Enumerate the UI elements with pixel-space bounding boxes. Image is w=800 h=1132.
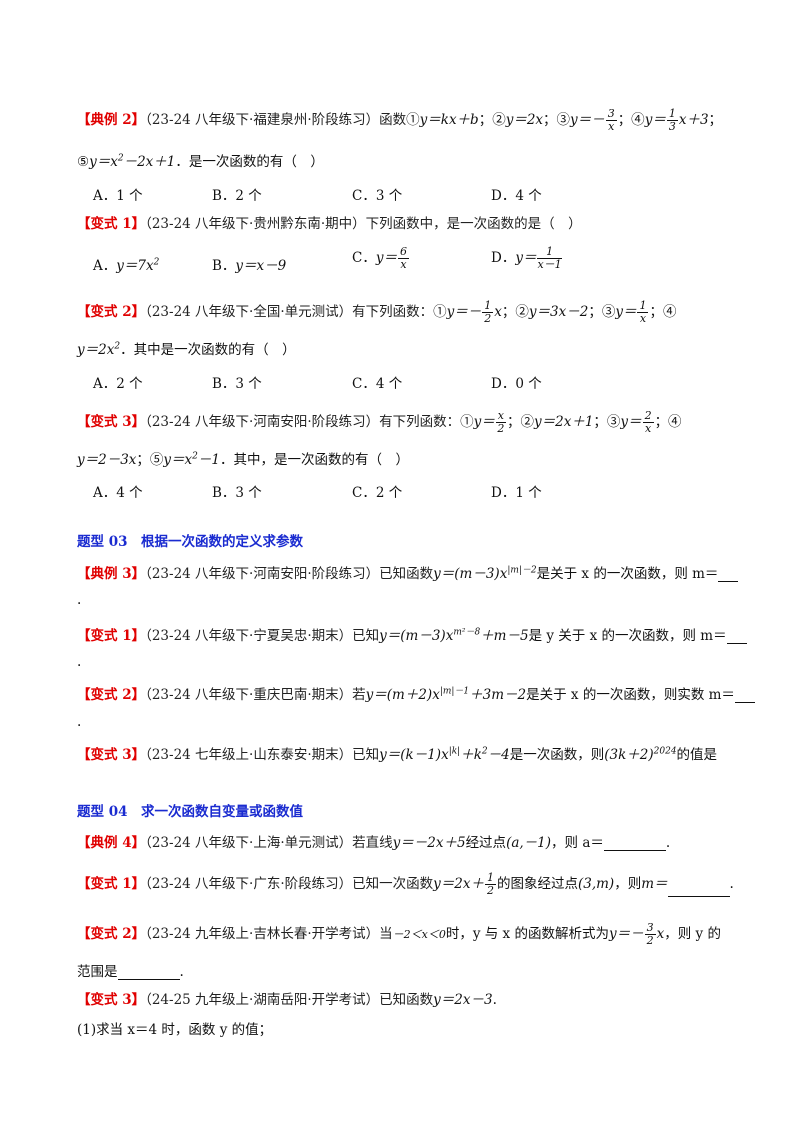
tag: 【变式 2】 [77,304,146,320]
tag: 【变式 1】 [77,628,146,644]
text: 范围是 [77,964,118,980]
text: 的图象经过点 [496,876,578,892]
source: （23-24 八年级下·福建泉州·阶段练习）函数① [145,112,420,128]
source: （23-24 八年级下·上海·单元测试）若直线 [145,835,393,851]
answer-blank[interactable] [726,629,747,644]
text: ．是一次函数的有（ ） [175,154,324,170]
t4-variant-3: 【变式 3】（24-25 九年级上·湖南岳阳·开学考试）已知函数y＝2x－3. [77,992,497,1008]
option-b: B．3 个 [212,485,262,501]
source: （23-24 八年级下·广东·阶段练习）已知一次函数 [145,876,434,892]
t3-example: 【典例 3】（23-24 八年级下·河南安阳·阶段练习）已知函数y＝(m－3)x… [77,562,740,582]
option-b: B．2 个 [212,188,262,204]
source: （23-24 八年级下·河南安阳·阶段练习）有下列函数：① [145,414,474,430]
tag: 【典例 3】 [77,566,146,582]
question-1: (1)求当 x＝4 时，函数 y 的值； [77,1022,273,1038]
equation: y＝2x－3 [433,992,493,1008]
tag: 【变式 2】 [77,926,146,942]
t3-variant-3: 【变式 3】（23-24 七年级上·山东泰安·期末）已知y＝(k－1)x|k|＋… [77,746,718,764]
text: ，则 y 的 [664,926,721,942]
dot: . [77,654,82,670]
text: 经过点 [465,835,507,851]
option-c: C．4 个 [352,376,403,392]
answer-blank[interactable] [667,882,730,897]
t4-variant-2: 【变式 2】（23-24 九年级上·吉林长春·开学考试）当－2＜x＜0时，y 与… [77,921,721,947]
source: （23-24 七年级上·山东泰安·期末）已知 [145,747,380,763]
text: 的值是 [676,747,718,763]
tag: 【变式 3】 [77,747,146,763]
text: ．其中是一次函数的有（ ） [120,342,296,358]
tag: 【变式 1】 [77,876,146,892]
option-b: B．3 个 [212,376,262,392]
dot: . [77,714,82,730]
answer-blank[interactable] [718,567,739,582]
variant-3: 【变式 3】（23-24 八年级下·河南安阳·阶段练习）有下列函数：①y＝ x 2；… [77,409,682,435]
option-d: D．1 个 [491,485,542,501]
option-c: C．y＝ 6 x [352,245,409,271]
variant-3-cont: y＝2－3x；⑤y＝x2－1．其中，是一次函数的有（ ） [77,451,409,469]
option-d: D．y＝ 1 x－1 [491,245,562,271]
option-a: A．1 个 [93,188,143,204]
text: ，则 [614,876,642,892]
section-heading-04: 题型 04 求一次函数自变量或函数值 [77,804,303,820]
tag: 【变式 2】 [77,687,146,703]
source: （23-24 八年级下·宁夏吴忠·期末）已知 [145,628,380,644]
tag: 【典例 4】 [77,835,146,851]
source: （23-24 八年级下·重庆巴南·期末）若 [145,687,366,703]
t4-example: 【典例 4】（23-24 八年级下·上海·单元测试）若直线y＝－2x＋5经过点(… [77,835,671,851]
t4-variant-2-cont: 范围是. [77,964,184,980]
example-2: 【典例 2】（23-24 八年级下·福建泉州·阶段练习）函数①y＝kx＋b；②y… [77,107,723,133]
dot: . [77,592,82,608]
text: 时，y 与 x 的函数解析式为 [445,926,609,942]
source: （23-24 八年级下·贵州黔东南·期中）下列函数中，是一次函数的是（ ） [145,216,582,232]
variant-2: 【变式 2】（23-24 八年级下·全国·单元测试）有下列函数：①y＝－ 1 2 x；… [77,299,677,325]
source: （23-24 八年级下·河南安阳·阶段练习）已知函数 [145,566,434,582]
t4-variant-1: 【变式 1】（23-24 八年级下·广东·阶段练习）已知一次函数y＝2x＋ 1 2 的… [77,871,734,897]
variant-2-cont: y＝2x2．其中是一次函数的有（ ） [77,341,296,359]
tag: 【典例 2】 [77,112,146,128]
option-b: B．y＝x－9 [212,258,287,274]
text: 是关于 x 的一次函数，则实数 m＝ [526,687,735,703]
answer-blank[interactable] [603,836,666,851]
option-d: D．0 个 [491,376,542,392]
t3-variant-2: 【变式 2】（23-24 八年级下·重庆巴南·期末）若y＝(m＋2)x|m|－1… [77,683,755,703]
option-a: A．y＝7x2 [93,257,160,275]
text: ，则 a＝ [551,835,604,851]
tag: 【变式 3】 [77,992,146,1008]
tag: 【变式 3】 [77,414,146,430]
option-a: A．4 个 [93,485,143,501]
source: （23-24 八年级下·全国·单元测试）有下列函数：① [145,304,447,320]
option-c: C．3 个 [352,188,403,204]
answer-blank[interactable] [734,688,755,703]
source: （24-25 九年级上·湖南岳阳·开学考试）已知函数 [145,992,434,1008]
source: （23-24 九年级上·吉林长春·开学考试）当 [145,926,393,942]
text: 是一次函数，则 [509,747,605,763]
option-d: D．4 个 [491,188,542,204]
example-2-cont: ⑤y＝x2－2x＋1．是一次函数的有（ ） [77,153,324,171]
option-c: C．2 个 [352,485,403,501]
variant-1: 【变式 1】（23-24 八年级下·贵州黔东南·期中）下列函数中，是一次函数的是… [77,212,740,232]
tag: 【变式 1】 [77,216,146,232]
section-heading-03: 题型 03 根据一次函数的定义求参数 [77,534,303,550]
t3-variant-1: 【变式 1】（23-24 八年级下·宁夏吴忠·期末）已知y＝(m－3)xm²－8… [77,624,747,644]
text: 是关于 x 的一次函数，则 m＝ [536,566,719,582]
answer-blank[interactable] [117,965,180,980]
text: ．其中，是一次函数的有（ ） [220,452,409,468]
text: 是 y 关于 x 的一次函数，则 m＝ [528,628,727,644]
option-a: A．2 个 [93,376,143,392]
